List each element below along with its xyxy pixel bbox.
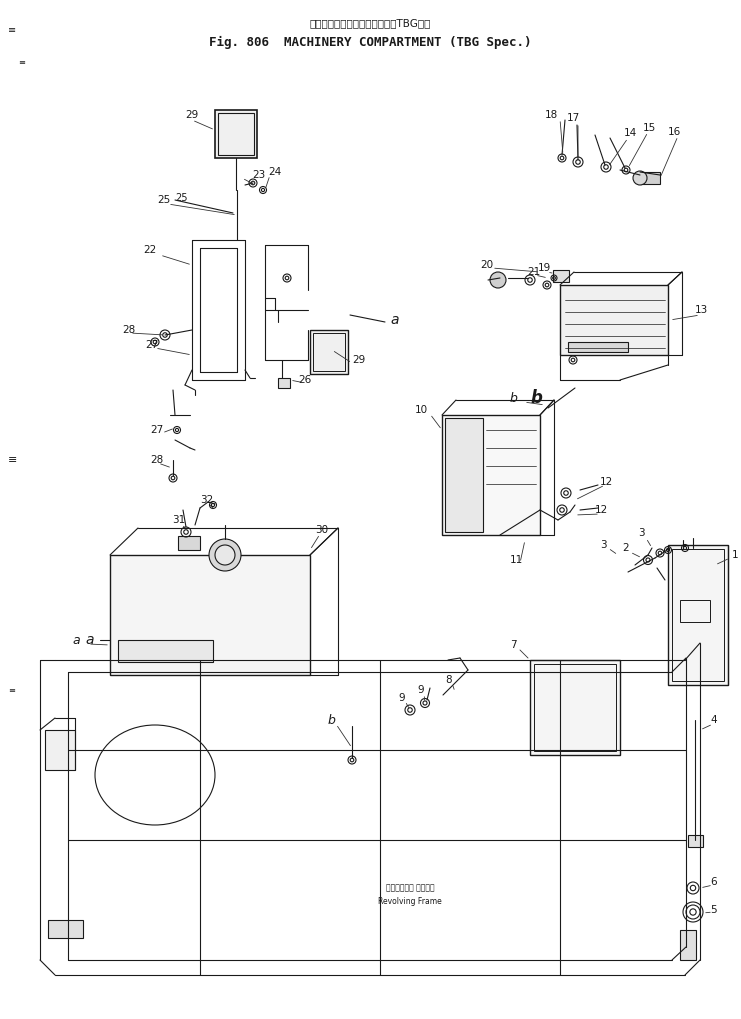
Bar — [110, 555, 310, 675]
Text: b: b — [328, 713, 336, 727]
Text: 14: 14 — [624, 128, 637, 138]
Text: 9: 9 — [398, 693, 405, 703]
Text: 25: 25 — [157, 195, 170, 205]
Text: 3: 3 — [638, 528, 645, 538]
Text: 10: 10 — [415, 405, 428, 415]
Text: 6: 6 — [710, 877, 717, 887]
Bar — [278, 378, 290, 388]
Bar — [560, 285, 668, 355]
Text: レボルビング フレーム: レボルビング フレーム — [385, 883, 434, 893]
Text: a: a — [390, 313, 399, 327]
Text: 28: 28 — [150, 455, 163, 465]
Text: 13: 13 — [695, 305, 708, 315]
Text: 16: 16 — [668, 127, 681, 137]
Text: 2: 2 — [622, 543, 628, 553]
Text: ≡: ≡ — [8, 455, 17, 465]
Text: 29: 29 — [352, 355, 365, 365]
Bar — [215, 110, 257, 158]
Text: 8: 8 — [445, 675, 451, 685]
Text: 27: 27 — [145, 340, 159, 350]
Text: 23: 23 — [252, 170, 265, 180]
Circle shape — [490, 272, 506, 288]
Text: 1: 1 — [732, 550, 739, 560]
Text: 17: 17 — [567, 113, 580, 123]
Bar — [534, 664, 616, 751]
Bar — [688, 835, 703, 847]
Text: 15: 15 — [643, 123, 657, 133]
Bar — [313, 333, 345, 371]
Text: 31: 31 — [172, 515, 185, 525]
Text: ≡: ≡ — [8, 25, 16, 35]
Text: 20: 20 — [480, 260, 493, 270]
Text: 28: 28 — [122, 325, 136, 335]
Text: 7: 7 — [510, 640, 516, 650]
Text: 25: 25 — [175, 193, 187, 203]
Text: a: a — [85, 633, 93, 647]
Bar — [442, 415, 540, 535]
Text: 12: 12 — [600, 477, 614, 487]
Text: 24: 24 — [268, 167, 282, 177]
Text: 12: 12 — [595, 505, 608, 515]
Text: 32: 32 — [200, 495, 213, 505]
Text: 9: 9 — [417, 685, 424, 695]
Bar — [553, 270, 569, 282]
Circle shape — [633, 171, 647, 185]
Circle shape — [209, 539, 241, 571]
Text: a: a — [72, 634, 79, 646]
Text: 4: 4 — [710, 715, 717, 725]
Bar — [668, 545, 728, 685]
Text: Fig. 806  MACHINERY COMPARTMENT (TBG Spec.): Fig. 806 MACHINERY COMPARTMENT (TBG Spec… — [209, 36, 532, 49]
Bar — [178, 536, 200, 550]
Bar — [672, 549, 724, 681]
Text: 21: 21 — [527, 267, 540, 277]
Bar — [45, 730, 75, 770]
Bar — [680, 600, 710, 622]
Bar — [530, 660, 620, 755]
Circle shape — [215, 545, 235, 565]
Bar — [680, 930, 696, 960]
Text: 5: 5 — [710, 905, 717, 915]
Bar — [310, 330, 348, 374]
Text: 27: 27 — [150, 425, 163, 435]
Bar — [48, 920, 83, 938]
Text: 22: 22 — [143, 245, 156, 255]
Text: 11: 11 — [510, 555, 523, 565]
Text: 29: 29 — [185, 110, 199, 120]
Bar — [568, 342, 628, 352]
Text: b: b — [510, 391, 518, 405]
Text: 26: 26 — [298, 375, 311, 385]
Text: マシナリ　コンパートメント　TBG仕様: マシナリ コンパートメント TBG仕様 — [310, 18, 431, 28]
Bar — [118, 640, 213, 662]
Text: ≡: ≡ — [8, 686, 15, 695]
Text: ≡: ≡ — [18, 57, 25, 66]
Bar — [218, 113, 254, 155]
Text: 30: 30 — [315, 525, 328, 535]
Text: b: b — [530, 389, 542, 407]
Text: 18: 18 — [545, 110, 558, 120]
Text: Revolving Frame: Revolving Frame — [378, 898, 442, 907]
Bar — [640, 172, 660, 184]
Text: 3: 3 — [600, 540, 607, 550]
Bar — [445, 418, 483, 532]
Text: 19: 19 — [538, 263, 551, 273]
